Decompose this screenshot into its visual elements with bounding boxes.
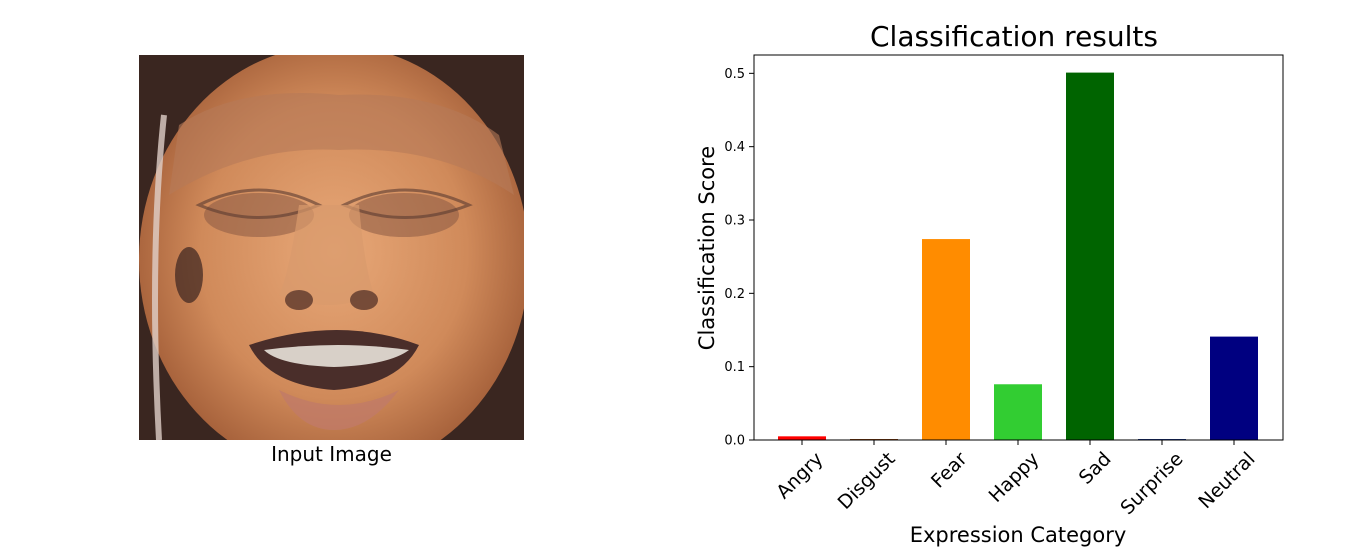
plot-frame (753, 54, 1284, 441)
input-face-image (139, 55, 524, 440)
x-axis-ticks: Angry Disgust Fear Happy Sad Surprise Neutral (772, 440, 1260, 519)
x-tick-label-happy: Happy (985, 448, 1044, 507)
x-tick-label-fear: Fear (927, 448, 972, 493)
y-axis-label: Classification Score (695, 146, 719, 350)
x-tick-label-sad: Sad (1075, 448, 1116, 489)
x-tick-label-neutral: Neutral (1194, 448, 1259, 513)
x-tick-label-disgust: Disgust (834, 448, 900, 514)
y-tick-label: 0.4 (724, 140, 745, 155)
bars (778, 72, 1258, 440)
y-tick-label: 0.3 (724, 214, 745, 229)
x-tick-label-surprise: Surprise (1116, 448, 1187, 519)
y-axis-ticks: 0.0 0.1 0.2 0.3 0.4 0.5 (724, 67, 754, 449)
x-axis-label: Expression Category (910, 523, 1127, 547)
input-image-caption: Input Image (271, 442, 392, 466)
bar-sad (1066, 72, 1114, 440)
y-tick-label: 0.5 (724, 67, 745, 82)
y-tick-label: 0.0 (724, 434, 745, 449)
bar-angry (778, 436, 826, 440)
x-tick-label-angry: Angry (772, 448, 827, 503)
y-tick-label: 0.2 (724, 287, 745, 302)
bar-neutral (1210, 336, 1258, 440)
bar-happy (994, 384, 1042, 440)
bar-fear (922, 239, 970, 440)
chart-title: Classification results (870, 20, 1158, 53)
y-tick-label: 0.1 (724, 360, 745, 375)
